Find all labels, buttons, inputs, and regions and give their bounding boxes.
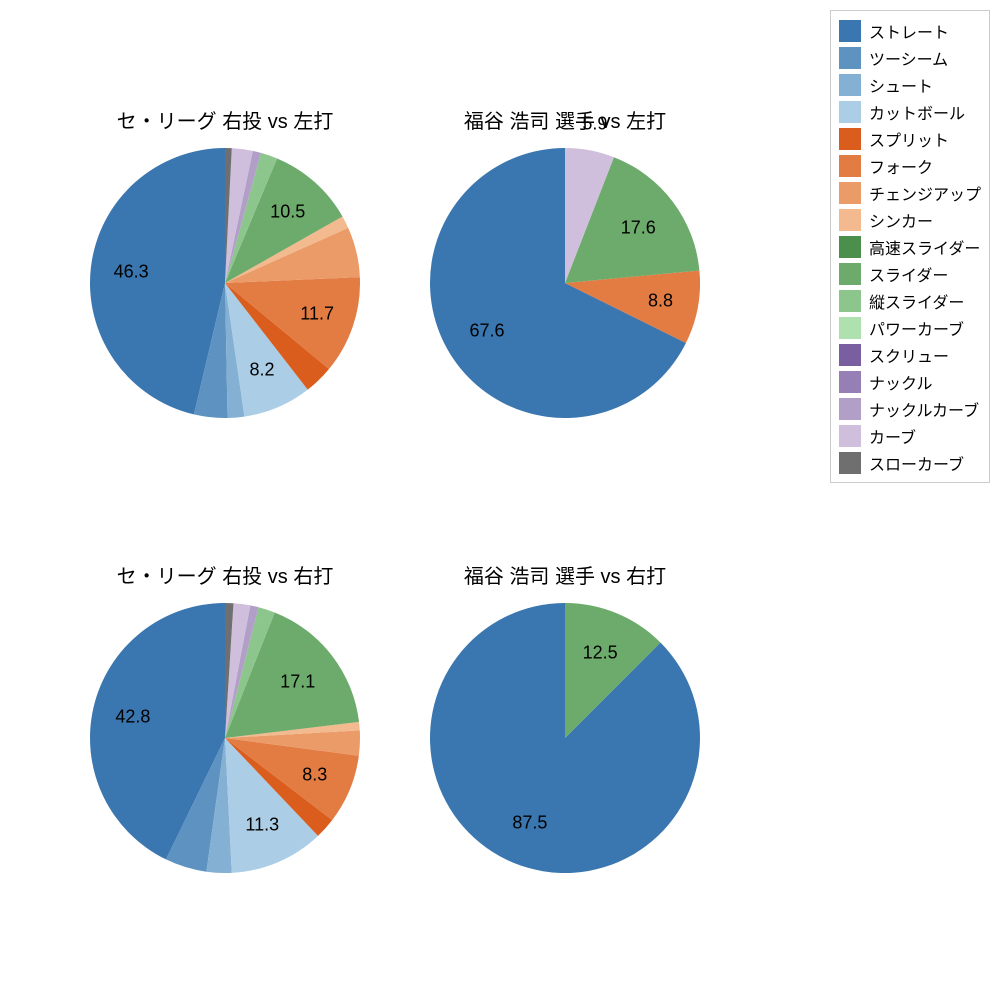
legend-swatch xyxy=(839,398,861,420)
chart-title: セ・リーグ 右投 vs 右打 xyxy=(90,560,360,589)
legend-item: シンカー xyxy=(839,206,981,233)
legend-item: パワーカーブ xyxy=(839,314,981,341)
legend-item: シュート xyxy=(839,71,981,98)
legend-label: シンカー xyxy=(869,208,933,232)
slice-label: 12.5 xyxy=(583,643,618,664)
slice-label: 8.2 xyxy=(249,359,274,380)
pie-chart: セ・リーグ 右投 vs 左打 46.3 8.2 11.7 10.5 xyxy=(90,105,360,418)
legend-item: スライダー xyxy=(839,260,981,287)
slice-label: 8.3 xyxy=(302,765,327,786)
legend-item: スプリット xyxy=(839,125,981,152)
slice-label: 67.6 xyxy=(469,321,504,342)
legend-label: ツーシーム xyxy=(869,46,948,70)
legend-swatch xyxy=(839,452,861,474)
legend-swatch xyxy=(839,209,861,231)
legend-item: スローカーブ xyxy=(839,449,981,476)
legend-swatch xyxy=(839,344,861,366)
pie-body: 87.5 12.5 xyxy=(430,603,700,873)
legend-label: ナックルカーブ xyxy=(869,397,979,421)
chart-root: セ・リーグ 右投 vs 左打 46.3 8.2 11.7 10.5 福谷 浩司 選手 vs… xyxy=(0,0,1000,1000)
legend-item: ツーシーム xyxy=(839,44,981,71)
legend-item: フォーク xyxy=(839,152,981,179)
legend-label: スローカーブ xyxy=(869,451,964,475)
legend-item: スクリュー xyxy=(839,341,981,368)
legend-label: ストレート xyxy=(869,19,949,43)
legend-item: ナックル xyxy=(839,368,981,395)
legend-label: 高速スライダー xyxy=(869,235,980,259)
pie-body: 46.3 8.2 11.7 10.5 xyxy=(90,148,360,418)
slice-label: 11.3 xyxy=(245,814,279,835)
slice-label: 11.7 xyxy=(300,303,334,324)
legend-item: カットボール xyxy=(839,98,981,125)
legend-label: チェンジアップ xyxy=(869,181,981,205)
chart-title: 福谷 浩司 選手 vs 左打 xyxy=(430,105,700,134)
slice-label: 5.9 xyxy=(582,113,607,134)
legend-swatch xyxy=(839,371,861,393)
legend-swatch xyxy=(839,47,861,69)
legend-swatch xyxy=(839,290,861,312)
legend-swatch xyxy=(839,182,861,204)
pie-body: 67.68.817.65.9 xyxy=(430,148,700,418)
legend-swatch xyxy=(839,236,861,258)
legend-label: 縦スライダー xyxy=(869,289,964,313)
legend-item: チェンジアップ xyxy=(839,179,981,206)
legend-label: シュート xyxy=(869,73,933,97)
legend-swatch xyxy=(839,317,861,339)
legend-label: パワーカーブ xyxy=(869,316,964,340)
legend-label: ナックル xyxy=(869,370,933,394)
legend-swatch xyxy=(839,74,861,96)
legend-item: カーブ xyxy=(839,422,981,449)
pie-chart: 福谷 浩司 選手 vs 右打 87.5 12.5 xyxy=(430,560,700,873)
legend-label: カットボール xyxy=(869,100,965,124)
pie-chart: 福谷 浩司 選手 vs 左打 67.6 8.8 17.6 5.9 xyxy=(430,105,700,418)
legend-swatch xyxy=(839,101,861,123)
legend-label: フォーク xyxy=(869,154,933,178)
chart-title: セ・リーグ 右投 vs 左打 xyxy=(90,105,360,134)
legend-swatch xyxy=(839,20,861,42)
slice-label: 46.3 xyxy=(114,262,149,283)
legend-label: カーブ xyxy=(869,424,916,448)
legend-swatch xyxy=(839,263,861,285)
chart-title: 福谷 浩司 選手 vs 右打 xyxy=(430,560,700,589)
slice-label: 42.8 xyxy=(115,706,150,727)
legend-item: ストレート xyxy=(839,17,981,44)
legend-item: 縦スライダー xyxy=(839,287,981,314)
legend-swatch xyxy=(839,155,861,177)
legend-label: スライダー xyxy=(869,262,948,286)
pie-chart: セ・リーグ 右投 vs 右打 42.8 11.3 8.3 17.1 xyxy=(90,560,360,873)
legend-label: スプリット xyxy=(869,127,949,151)
legend-swatch xyxy=(839,425,861,447)
slice-label: 10.5 xyxy=(270,202,305,223)
legend-item: ナックルカーブ xyxy=(839,395,981,422)
slice-label: 8.8 xyxy=(648,290,673,311)
slice-label: 17.6 xyxy=(621,217,656,238)
slice-label: 17.1 xyxy=(280,671,315,692)
legend-swatch xyxy=(839,128,861,150)
pie-body: 42.8 11.3 8.3 17.1 xyxy=(90,603,360,873)
legend-label: スクリュー xyxy=(869,343,949,367)
legend: ストレートツーシームシュートカットボールスプリットフォークチェンジアップシンカー… xyxy=(830,10,990,483)
legend-item: 高速スライダー xyxy=(839,233,981,260)
slice-label: 87.5 xyxy=(512,812,547,833)
